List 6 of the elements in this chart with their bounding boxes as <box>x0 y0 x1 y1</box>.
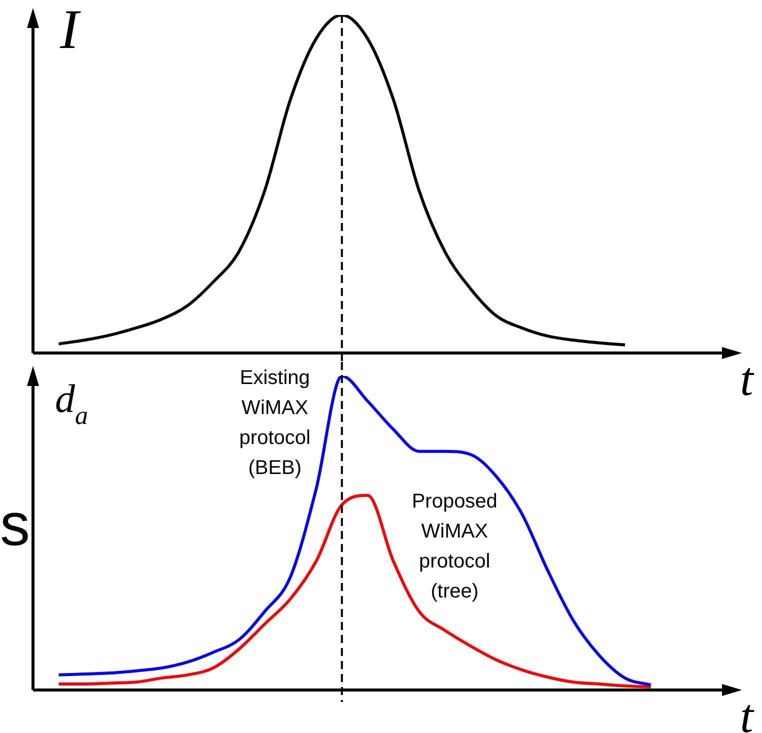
text: s <box>0 491 30 558</box>
y-axis-title: I <box>59 0 81 61</box>
series-label: Existing WiMAX protocol (BEB) <box>239 367 310 479</box>
x-axis-title: t <box>740 353 755 406</box>
series-label: Proposed WiMAX protocol (tree) <box>412 490 498 602</box>
x-axis-title: t <box>740 690 755 733</box>
